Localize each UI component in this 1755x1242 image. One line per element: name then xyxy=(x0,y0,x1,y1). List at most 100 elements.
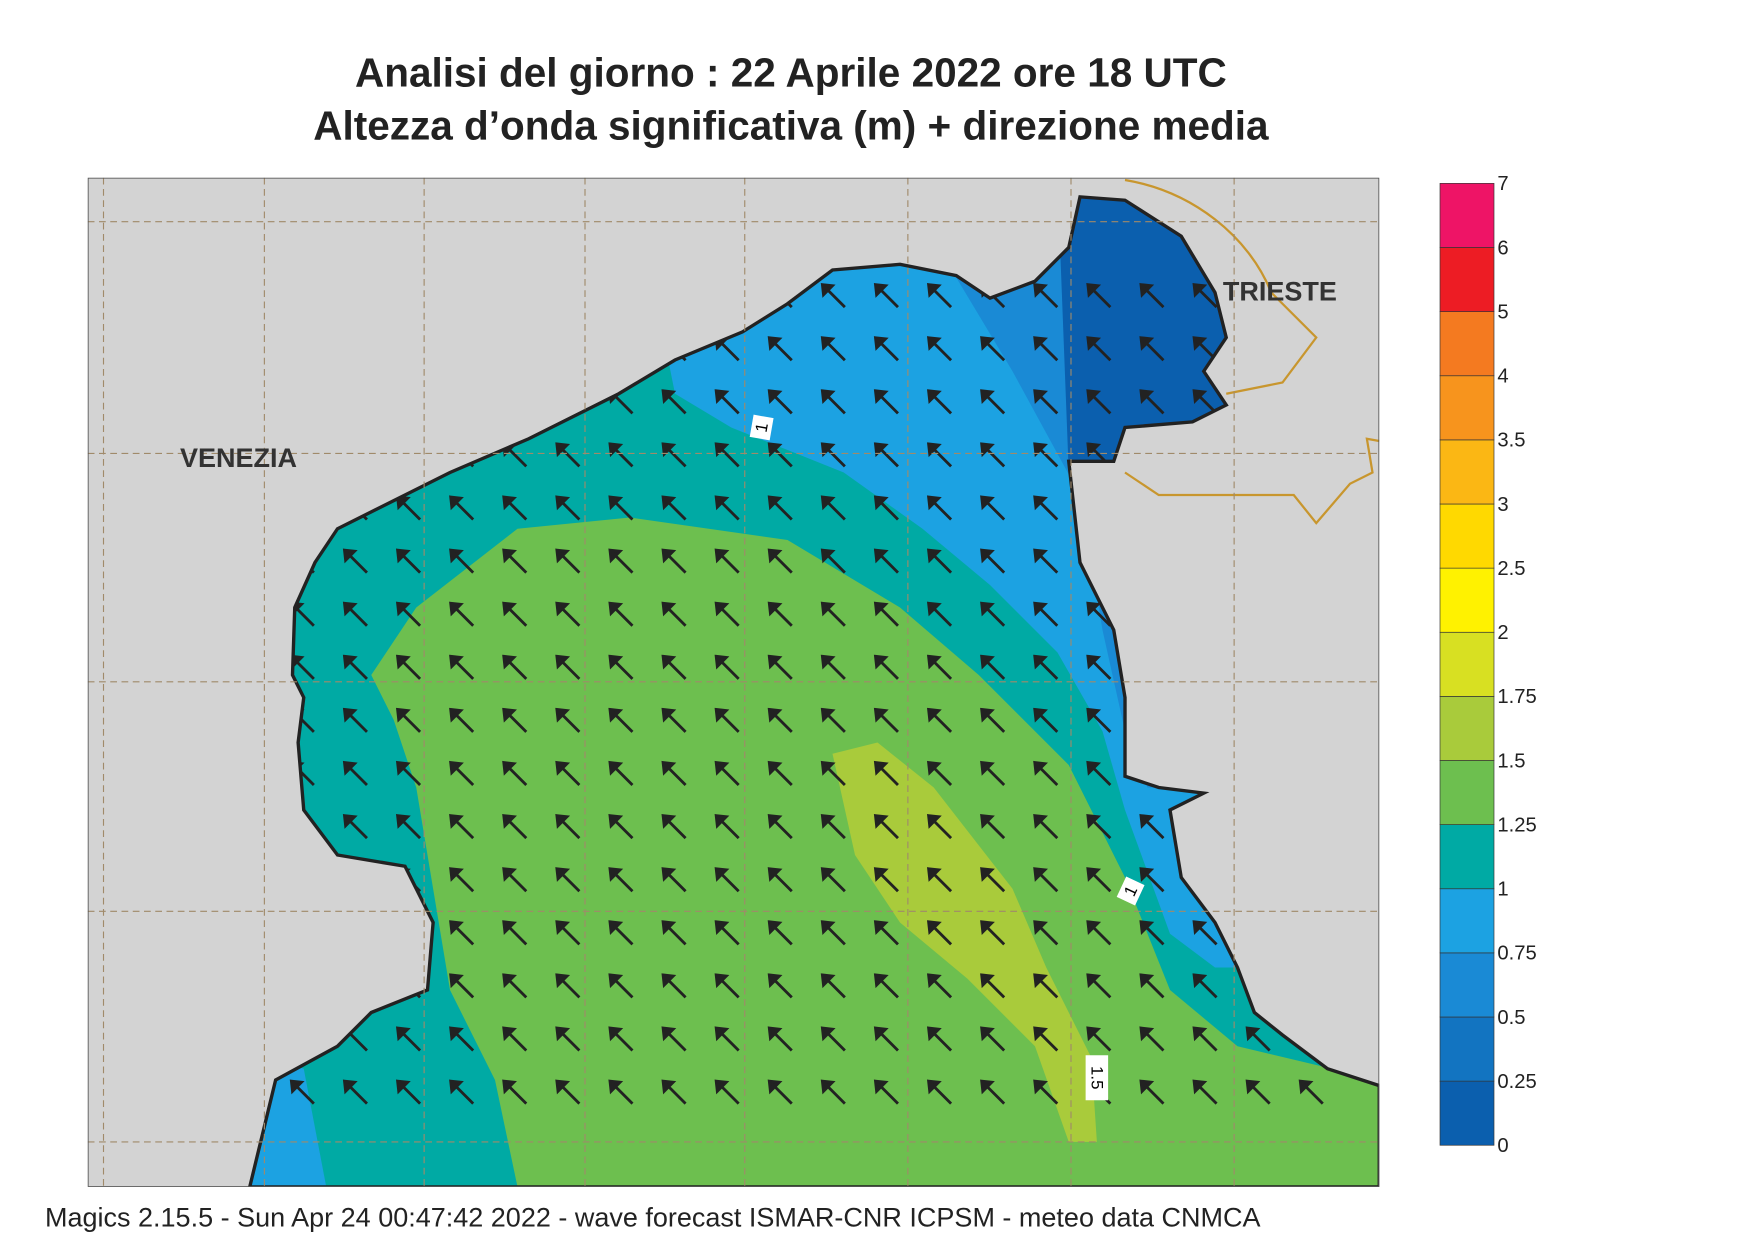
arrow xyxy=(980,814,1006,840)
arrow xyxy=(502,760,528,787)
arrow xyxy=(714,973,740,999)
arrow xyxy=(395,760,422,787)
grid xyxy=(87,177,1380,1187)
arrow xyxy=(342,1079,368,1105)
arrow xyxy=(1139,867,1165,893)
arrow xyxy=(608,814,634,840)
arrow xyxy=(1033,654,1059,680)
colorbar-swatch xyxy=(1439,247,1495,312)
arrow xyxy=(873,389,899,415)
arrow xyxy=(820,548,846,574)
arrow xyxy=(342,707,368,733)
arrow xyxy=(873,283,899,309)
arrow xyxy=(555,707,581,733)
arrow xyxy=(608,867,634,893)
arrow xyxy=(1033,707,1059,733)
arrow xyxy=(820,442,846,468)
arrow xyxy=(502,814,528,840)
arrow xyxy=(1033,1079,1059,1105)
arrow xyxy=(502,1079,528,1105)
arrow xyxy=(873,760,899,787)
arrow xyxy=(767,814,793,840)
arrow xyxy=(1139,814,1165,840)
arrow xyxy=(873,442,899,468)
colorbar-label: 0.5 xyxy=(1497,1007,1525,1029)
arrow xyxy=(555,973,581,999)
arrow xyxy=(926,548,953,574)
colorbar-label: 7 xyxy=(1497,173,1508,195)
arrow xyxy=(1086,1026,1112,1052)
arrow xyxy=(926,814,953,840)
arrow xyxy=(873,601,899,627)
arrow xyxy=(1086,389,1112,415)
arrow xyxy=(661,1079,687,1105)
place-label: TRIESTE xyxy=(1223,276,1337,306)
contour-label-text: 1 xyxy=(752,421,772,434)
arrow xyxy=(1139,389,1165,415)
arrow xyxy=(608,601,634,627)
arrow xyxy=(608,973,634,999)
arrow xyxy=(873,654,899,680)
arrow xyxy=(873,707,899,733)
colorbar-swatch xyxy=(1439,631,1495,697)
arrow xyxy=(449,654,475,680)
arrow xyxy=(1033,601,1059,627)
contour-label: 1.5 xyxy=(1085,1055,1109,1101)
arrow xyxy=(1033,336,1059,362)
border xyxy=(1124,178,1380,525)
colorbar-label: 1.25 xyxy=(1497,814,1536,836)
arrow xyxy=(1139,1026,1165,1052)
arrow xyxy=(555,814,581,840)
arrow xyxy=(395,601,422,627)
arrow xyxy=(1086,601,1112,627)
arrow xyxy=(767,920,793,946)
arrow xyxy=(926,442,953,468)
arrow xyxy=(714,389,740,415)
arrow xyxy=(289,1079,315,1105)
arrow xyxy=(1192,283,1218,309)
arrow xyxy=(926,654,953,680)
arrow xyxy=(555,495,581,521)
arrow xyxy=(714,1026,740,1052)
arrow xyxy=(502,920,528,946)
arrow xyxy=(767,389,793,415)
contour-label-text: 1.5 xyxy=(1087,1066,1106,1089)
arrow xyxy=(1086,707,1112,733)
arrow xyxy=(608,707,634,733)
arrow xyxy=(714,601,740,627)
arrow xyxy=(449,814,475,840)
arrow xyxy=(820,654,846,680)
colorbar-label: 0.75 xyxy=(1497,943,1536,965)
colorbar-swatch xyxy=(1439,439,1495,505)
arrow xyxy=(980,442,1006,468)
colorbar-swatch xyxy=(1439,1016,1495,1082)
arrow xyxy=(1033,920,1059,946)
colorbar-swatch xyxy=(1439,311,1495,377)
arrow xyxy=(820,495,846,521)
arrow xyxy=(661,548,687,574)
colorbar-label: 0.25 xyxy=(1497,1071,1536,1093)
arrow xyxy=(714,867,740,893)
arrow xyxy=(926,283,953,309)
colorbar-swatch xyxy=(1439,824,1495,890)
arrow xyxy=(767,760,793,787)
colorbar-label: 6 xyxy=(1497,237,1508,259)
arrow xyxy=(661,867,687,893)
colorbar-label: 4 xyxy=(1497,366,1508,388)
arrow xyxy=(661,442,687,468)
arrow xyxy=(502,973,528,999)
arrow xyxy=(820,1079,846,1105)
arrow xyxy=(661,601,687,627)
arrow xyxy=(820,601,846,627)
region-1.5-1.75 xyxy=(832,742,1097,1142)
arrow xyxy=(1192,920,1218,946)
arrow xyxy=(1033,867,1059,893)
arrow xyxy=(873,1026,899,1052)
arrow xyxy=(449,707,475,733)
arrow xyxy=(395,1079,422,1105)
colorbar-label: 2 xyxy=(1497,622,1508,644)
colorbar-swatch xyxy=(1439,1080,1495,1146)
arrow xyxy=(873,867,899,893)
arrow xyxy=(1086,814,1112,840)
